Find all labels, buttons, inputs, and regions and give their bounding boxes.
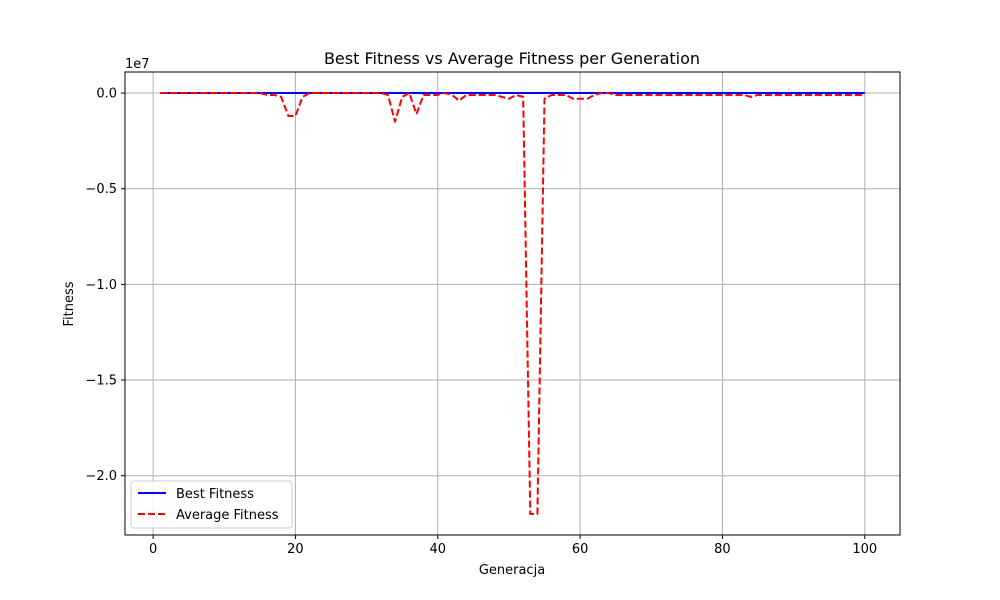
chart-title: Best Fitness vs Average Fitness per Gene… [324, 49, 700, 68]
y-tick-label: −0.5 [85, 182, 117, 197]
plot-frame [124, 71, 901, 536]
series-line-average-fitness [160, 92, 865, 515]
legend-label-best-fitness: Best Fitness [176, 487, 254, 502]
legend: Best Fitness Average Fitness [130, 480, 293, 529]
series-layer [160, 92, 865, 515]
legend-box [130, 480, 293, 529]
y-axis-label: Fitness [62, 281, 77, 326]
y-tick-label: −1.5 [85, 374, 117, 389]
y-tick-label: −1.0 [85, 278, 117, 293]
y-tick-label: 0.0 [96, 87, 117, 102]
x-axis: 0 20 40 60 80 100 [149, 535, 877, 557]
x-tick-label: 60 [572, 542, 589, 557]
x-tick-label: 80 [714, 542, 731, 557]
legend-label-average-fitness: Average Fitness [176, 508, 279, 523]
x-tick-label: 20 [287, 542, 304, 557]
y-axis: 0.0 −0.5 −1.0 −1.5 −2.0 [85, 87, 125, 484]
y-tick-label: −2.0 [85, 469, 117, 484]
x-axis-label: Generacja [479, 563, 545, 578]
x-tick-label: 100 [852, 542, 877, 557]
x-tick-label: 40 [430, 542, 447, 557]
y-axis-offset-text: 1e7 [125, 57, 150, 72]
x-tick-label: 0 [149, 542, 157, 557]
